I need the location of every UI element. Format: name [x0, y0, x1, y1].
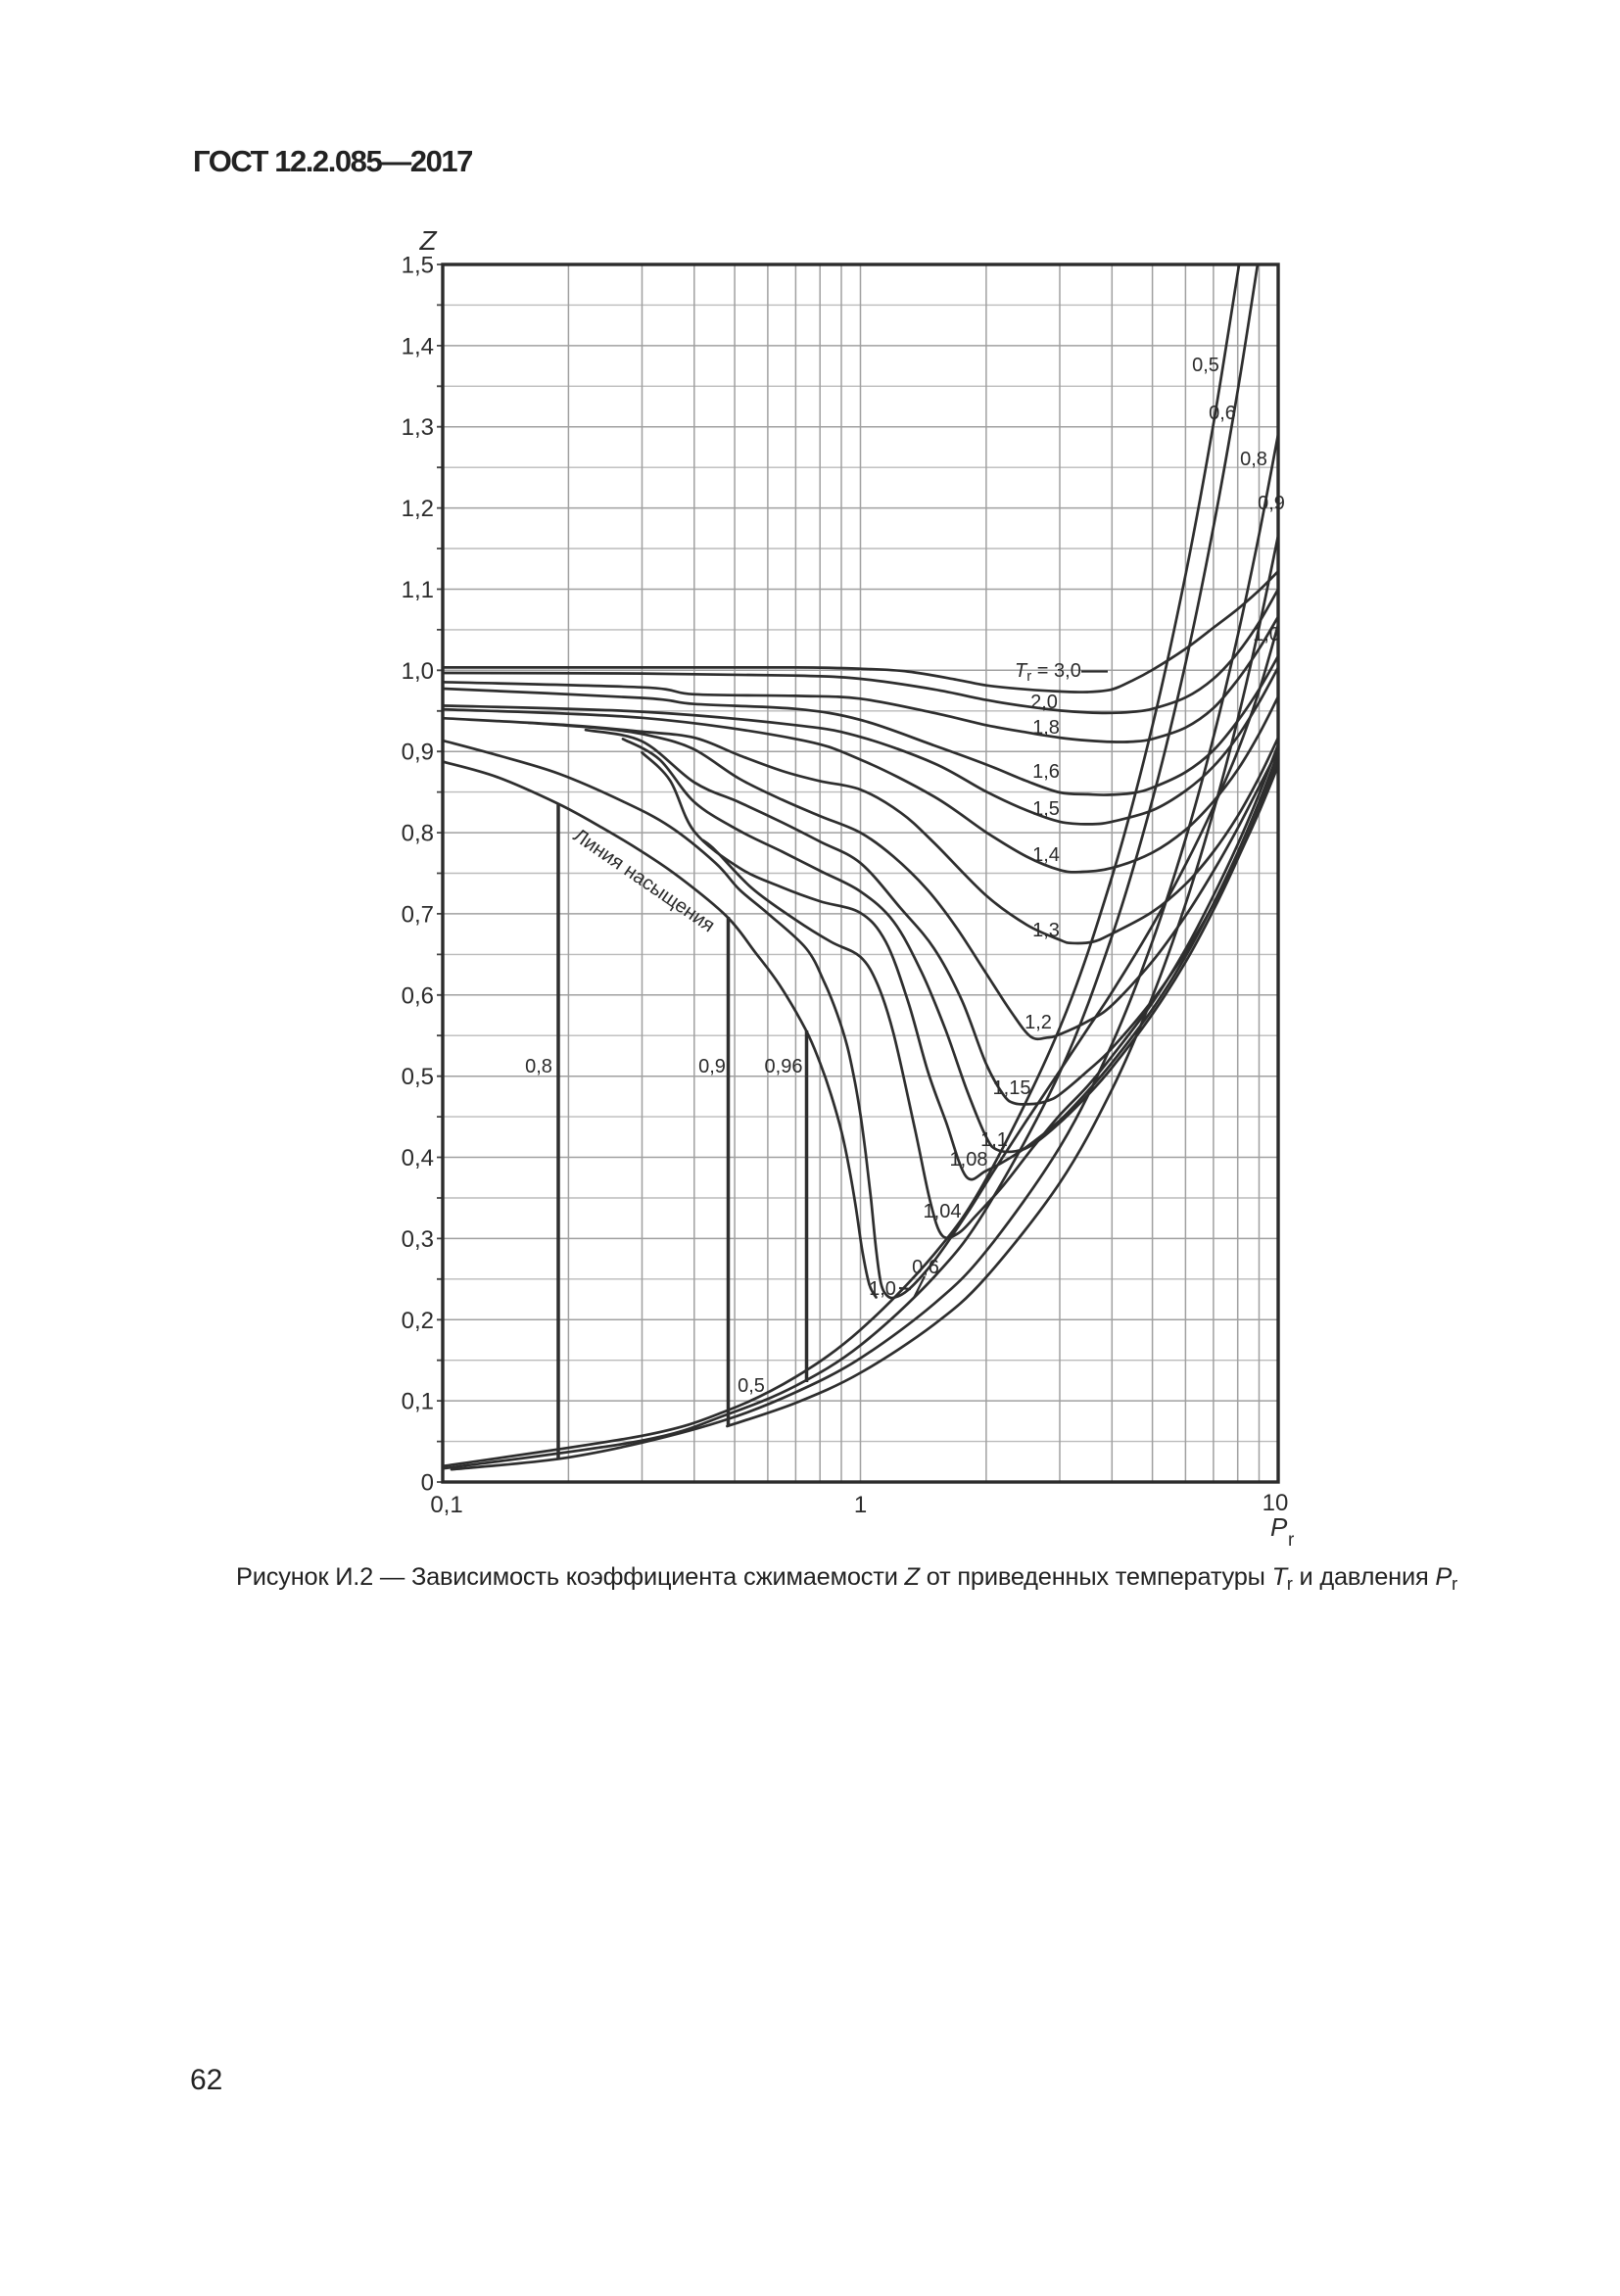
- svg-text:0,6: 0,6: [1209, 403, 1236, 424]
- svg-text:0,9: 0,9: [1258, 493, 1285, 514]
- svg-text:0,8: 0,8: [402, 821, 434, 847]
- svg-text:1,5: 1,5: [1032, 798, 1060, 820]
- svg-text:10: 10: [1263, 1490, 1289, 1516]
- svg-text:0,3: 0,3: [402, 1226, 434, 1253]
- svg-text:1,1: 1,1: [402, 577, 434, 603]
- svg-text:1,6: 1,6: [1032, 761, 1060, 783]
- svg-text:P: P: [1270, 1512, 1288, 1542]
- svg-text:0,9: 0,9: [402, 740, 434, 766]
- svg-text:0,5: 0,5: [1192, 355, 1219, 376]
- svg-text:r: r: [1288, 1530, 1295, 1551]
- svg-text:0,6: 0,6: [402, 982, 434, 1009]
- svg-text:0,4: 0,4: [402, 1145, 434, 1172]
- svg-text:1,0: 1,0: [1253, 624, 1280, 646]
- svg-text:0,2: 0,2: [402, 1308, 434, 1334]
- svg-text:1,3: 1,3: [1032, 920, 1060, 941]
- svg-text:0: 0: [421, 1470, 434, 1497]
- svg-text:Tr = 3,0: Tr = 3,0: [1015, 660, 1081, 685]
- svg-text:1,1: 1,1: [980, 1129, 1008, 1151]
- svg-text:1,0: 1,0: [869, 1278, 896, 1300]
- svg-text:1,4: 1,4: [402, 333, 434, 359]
- svg-text:2,0: 2,0: [1030, 692, 1058, 713]
- svg-text:1,3: 1,3: [402, 414, 434, 441]
- svg-text:1,8: 1,8: [1032, 717, 1060, 739]
- svg-text:1,08: 1,08: [950, 1149, 988, 1171]
- svg-text:0,1: 0,1: [430, 1492, 462, 1518]
- svg-text:0,5: 0,5: [402, 1064, 434, 1090]
- svg-text:0,96: 0,96: [765, 1056, 803, 1077]
- svg-text:1,0: 1,0: [402, 658, 434, 685]
- svg-text:0,7: 0,7: [402, 901, 434, 928]
- svg-text:1,15: 1,15: [993, 1077, 1031, 1099]
- svg-text:0,5: 0,5: [738, 1375, 765, 1397]
- svg-text:0,9: 0,9: [698, 1056, 726, 1077]
- svg-text:1,2: 1,2: [1024, 1012, 1052, 1033]
- svg-text:0,6: 0,6: [912, 1257, 939, 1278]
- svg-text:0,8: 0,8: [1240, 449, 1267, 470]
- svg-text:1,2: 1,2: [402, 496, 434, 522]
- svg-text:Z: Z: [418, 225, 437, 256]
- svg-text:1,5: 1,5: [402, 253, 434, 279]
- svg-text:1,04: 1,04: [924, 1201, 962, 1222]
- svg-text:1: 1: [854, 1492, 867, 1518]
- svg-text:1,4: 1,4: [1032, 844, 1060, 866]
- svg-text:0,1: 0,1: [402, 1389, 434, 1415]
- svg-text:0,8: 0,8: [525, 1056, 552, 1077]
